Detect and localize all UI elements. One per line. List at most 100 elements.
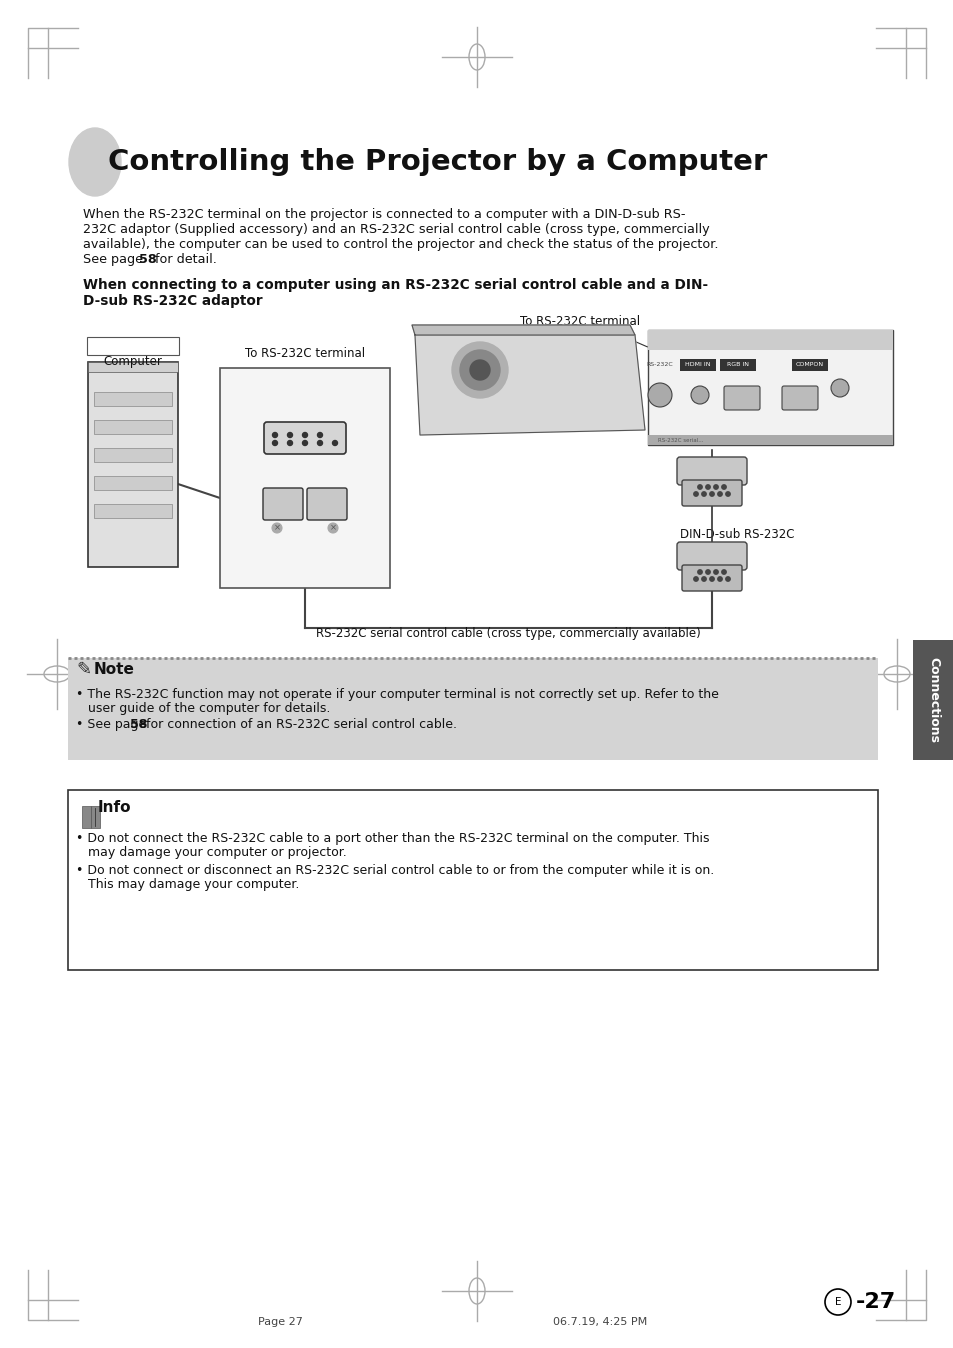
Text: See page: See page [83, 253, 147, 266]
Text: HDMI IN: HDMI IN [684, 363, 710, 368]
Circle shape [693, 492, 698, 496]
Text: Note: Note [94, 662, 134, 678]
FancyBboxPatch shape [681, 565, 741, 590]
Text: 58: 58 [139, 253, 156, 266]
Text: To RS-232C terminal: To RS-232C terminal [519, 315, 639, 328]
Circle shape [273, 441, 277, 445]
Circle shape [824, 1289, 850, 1316]
Circle shape [697, 485, 701, 489]
Text: ×: × [329, 523, 336, 532]
Text: E: E [834, 1297, 841, 1308]
Bar [82, 806, 91, 828]
Ellipse shape [69, 128, 121, 195]
Bar [912, 640, 953, 760]
Circle shape [647, 383, 671, 407]
Text: available), the computer can be used to control the projector and check the stat: available), the computer can be used to … [83, 239, 718, 251]
Text: for connection of an RS-232C serial control cable.: for connection of an RS-232C serial cont… [142, 718, 456, 731]
Text: DIN-D-sub RS-232C
adaptor: DIN-D-sub RS-232C adaptor [679, 528, 794, 555]
Text: D-sub RS-232C adaptor: D-sub RS-232C adaptor [83, 294, 262, 307]
Circle shape [713, 570, 718, 574]
Circle shape [713, 485, 718, 489]
Circle shape [721, 570, 725, 574]
Circle shape [287, 441, 293, 445]
Text: may damage your computer or projector.: may damage your computer or projector. [76, 847, 346, 859]
Text: RGB IN: RGB IN [726, 363, 748, 368]
Circle shape [701, 577, 705, 581]
Circle shape [690, 386, 708, 404]
Text: 58: 58 [130, 718, 147, 731]
Text: To RS-232C terminal: To RS-232C terminal [245, 346, 365, 360]
FancyBboxPatch shape [677, 542, 746, 570]
Text: When connecting to a computer using an RS-232C serial control cable and a DIN-: When connecting to a computer using an R… [83, 278, 707, 293]
Text: RS-232C serial control cable (cross type, commercially available): RS-232C serial control cable (cross type… [315, 627, 700, 640]
Bar [647, 435, 892, 445]
Bar [94, 392, 172, 406]
Circle shape [830, 379, 848, 398]
Bar [94, 448, 172, 462]
Circle shape [459, 350, 499, 390]
FancyBboxPatch shape [677, 457, 746, 485]
Circle shape [709, 492, 714, 496]
Circle shape [272, 523, 282, 532]
Text: • Do not connect the RS-232C cable to a port other than the RS-232C terminal on : • Do not connect the RS-232C cable to a … [76, 832, 709, 845]
Bar [88, 363, 178, 568]
Bar [679, 359, 716, 371]
Text: • Do not connect or disconnect an RS-232C serial control cable to or from the co: • Do not connect or disconnect an RS-232… [76, 864, 714, 878]
Circle shape [693, 577, 698, 581]
Bar [647, 330, 892, 350]
Circle shape [717, 492, 721, 496]
Text: • See page: • See page [76, 718, 150, 731]
Circle shape [717, 577, 721, 581]
Text: RS-232C serial...: RS-232C serial... [658, 438, 702, 442]
Text: ✎: ✎ [76, 661, 91, 679]
Text: 06.7.19, 4:25 PM: 06.7.19, 4:25 PM [553, 1317, 646, 1326]
Circle shape [470, 360, 490, 380]
Bar [647, 330, 892, 445]
FancyBboxPatch shape [264, 422, 346, 454]
Text: • The RS-232C function may not operate if your computer terminal is not correctl: • The RS-232C function may not operate i… [76, 687, 719, 701]
Bar [91, 806, 100, 828]
Circle shape [287, 433, 293, 438]
Bar [791, 359, 827, 371]
Text: COMPON: COMPON [795, 363, 823, 368]
Circle shape [302, 433, 307, 438]
FancyBboxPatch shape [723, 386, 760, 410]
Circle shape [452, 342, 507, 398]
FancyBboxPatch shape [87, 337, 179, 355]
Circle shape [317, 433, 322, 438]
Circle shape [705, 485, 709, 489]
Circle shape [725, 577, 729, 581]
Circle shape [302, 441, 307, 445]
FancyBboxPatch shape [307, 488, 347, 520]
Circle shape [697, 570, 701, 574]
Bar [720, 359, 755, 371]
Circle shape [709, 577, 714, 581]
Bar [94, 421, 172, 434]
Circle shape [705, 570, 709, 574]
Text: Connections: Connections [926, 656, 940, 743]
Circle shape [701, 492, 705, 496]
FancyBboxPatch shape [781, 386, 817, 410]
Text: user guide of the computer for details.: user guide of the computer for details. [76, 702, 330, 714]
Text: When the RS-232C terminal on the projector is connected to a computer with a DIN: When the RS-232C terminal on the project… [83, 208, 685, 221]
Polygon shape [412, 325, 635, 336]
Bar [94, 504, 172, 518]
Circle shape [273, 433, 277, 438]
FancyBboxPatch shape [88, 363, 178, 372]
Circle shape [328, 523, 337, 532]
Text: 232C adaptor (Supplied accessory) and an RS-232C serial control cable (cross typ: 232C adaptor (Supplied accessory) and an… [83, 222, 709, 236]
Text: -27: -27 [855, 1291, 895, 1312]
Text: Controlling the Projector by a Computer: Controlling the Projector by a Computer [108, 148, 766, 177]
Circle shape [333, 441, 337, 445]
Text: This may damage your computer.: This may damage your computer. [76, 878, 299, 891]
Text: for detail.: for detail. [151, 253, 216, 266]
Bar [68, 658, 877, 760]
Text: Info: Info [98, 801, 132, 816]
Circle shape [721, 485, 725, 489]
Bar [94, 476, 172, 491]
Bar [220, 368, 390, 588]
Text: Computer: Computer [104, 356, 162, 368]
Circle shape [317, 441, 322, 445]
FancyBboxPatch shape [681, 480, 741, 506]
Text: ×: × [274, 523, 280, 532]
